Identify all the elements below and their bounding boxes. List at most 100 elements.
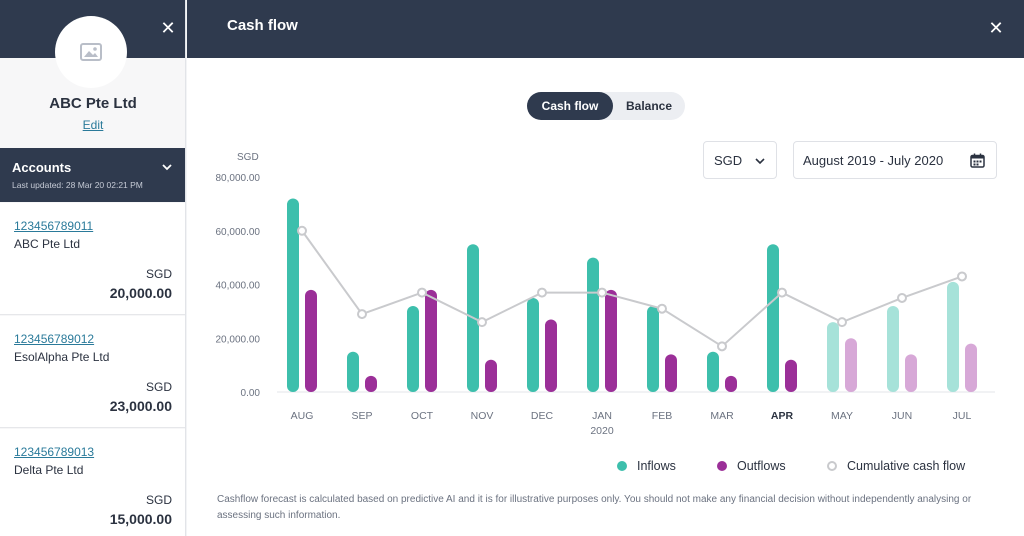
inflow-bar [587,257,599,392]
y-tick-label: 40,000.00 [216,281,261,292]
sidebar: ✕ ABC Pte Ltd Edit Accounts Last updated… [0,0,186,536]
account-currency: SGD [145,493,172,507]
outflow-bar [725,375,737,392]
legend-outflows: Outflows [717,458,786,474]
accounts-dropdown[interactable]: Accounts Last updated: 28 Mar 20 02:21 P… [0,148,185,202]
sidebar-close-icon[interactable]: ✕ [160,18,176,38]
inflow-bar [947,281,959,392]
last-updated: Last updated: 28 Mar 20 02:21 PM [12,180,143,190]
chevron-down-icon [755,158,765,165]
outflow-bar [605,289,617,392]
account-card[interactable]: 123456789011 ABC Pte Ltd SGD 20,000.00 [0,203,185,315]
outflow-bar [965,343,977,392]
outflow-bar [845,338,857,392]
y-axis-label: SGD [237,152,259,163]
account-balance: 15,000.00 [109,511,172,527]
inflow-bar [767,244,779,392]
outflow-bar [305,289,317,392]
y-tick-label: 0.00 [241,388,261,399]
account-number[interactable]: 123456789012 [14,332,95,346]
outflow-bar [485,359,497,392]
cumulative-point [657,303,667,314]
cumulative-point [837,317,847,328]
inflow-bar [707,351,719,392]
account-company: ABC Pte Ltd [14,237,81,251]
account-card[interactable]: 123456789012 EsolAlpha Pte Ltd SGD 23,00… [0,316,185,428]
panel-header: Cash flow ✕ [187,0,1024,58]
panel-title: Cash flow [227,17,298,34]
account-balance: 20,000.00 [109,285,172,301]
disclaimer-text: Cashflow forecast is calculated based on… [217,494,972,521]
outflow-bar [785,359,797,392]
accounts-title: Accounts [12,160,72,175]
avatar [55,16,127,88]
tab-balance[interactable]: Balance [625,99,673,113]
currency-value: SGD [714,153,743,168]
account-currency: SGD [145,380,172,394]
cash-flow-chart: SGD 80,000.00 60,000.00 40,000.00 20,000.00 0… [216,152,995,437]
account-company: EsolAlpha Pte Ltd [14,350,110,364]
outflow-bar [665,354,677,392]
date-range-picker[interactable]: August 2019 - July 2020 [793,141,997,179]
cumulative-point [417,287,427,298]
outflow-bar [365,375,377,392]
account-card[interactable]: 123456789013 Delta Pte Ltd SGD 15,000.00 [0,429,185,536]
view-toggle: Cash flow Balance [527,92,685,120]
x-tick-label: OCT [411,410,434,422]
x-tick-label: JUN [892,410,912,422]
legend-inflows: Inflows [617,458,676,474]
cumulative-point [717,341,727,352]
account-number[interactable]: 123456789011 [14,219,94,233]
x-tick-label: JAN [592,410,612,422]
inflow-bar [407,306,419,392]
cumulative-point [597,287,607,298]
inflow-bar [887,306,899,392]
outflow-bar [905,354,917,392]
tab-cash-flow[interactable]: Cash flow [527,92,613,120]
inflow-bar [647,306,659,392]
legend-cumulative: Cumulative cash flow [827,458,965,474]
company-name: ABC Pte Ltd [49,95,137,112]
cumulative-line [301,230,963,348]
outflow-bar [545,319,557,392]
x-tick-label: NOV [471,410,494,422]
outflows-dot [717,461,727,471]
inflow-bar [347,351,359,392]
calendar-icon [970,153,985,168]
cash-flow-panel: Cash flow ✕ Cash flow Balance SGD August… [187,0,1024,536]
cumulative-point [957,271,967,282]
account-currency: SGD [145,267,172,281]
x-tick-label: JUL [953,410,972,422]
cumulative-point [777,287,787,298]
inflows-dot [617,461,627,471]
x-tick-label: FEB [652,410,672,422]
date-range-value: August 2019 - July 2020 [803,153,944,168]
currency-select[interactable]: SGD [703,141,777,179]
legend-outflows-label: Outflows [737,459,786,473]
close-icon[interactable]: ✕ [988,18,1004,38]
y-tick-label: 80,000.00 [216,173,261,184]
outflow-bar [425,289,437,392]
account-balance: 23,000.00 [109,398,172,414]
y-tick-label: 60,000.00 [216,227,261,238]
legend-cumulative-label: Cumulative cash flow [847,459,966,473]
legend-inflows-label: Inflows [637,459,676,473]
y-tick-label: 20,000.00 [216,334,261,345]
account-company: Delta Pte Ltd [14,463,84,477]
edit-link[interactable]: Edit [82,118,104,132]
x-tick-sublabel: 2020 [590,425,614,437]
image-placeholder-icon [80,43,102,61]
x-tick-label: MAR [710,410,734,422]
inflow-bar [827,322,839,392]
x-tick-label: APR [771,410,794,422]
inflow-bar [527,297,539,392]
x-tick-label: MAY [831,410,853,422]
chevron-down-icon [162,164,172,171]
cumulative-point [537,287,547,298]
cumulative-dot [827,461,837,471]
cumulative-point [297,225,307,236]
cumulative-point [897,292,907,303]
account-number[interactable]: 123456789013 [14,445,95,459]
x-tick-label: SEP [351,410,372,422]
x-tick-label: AUG [291,410,314,422]
